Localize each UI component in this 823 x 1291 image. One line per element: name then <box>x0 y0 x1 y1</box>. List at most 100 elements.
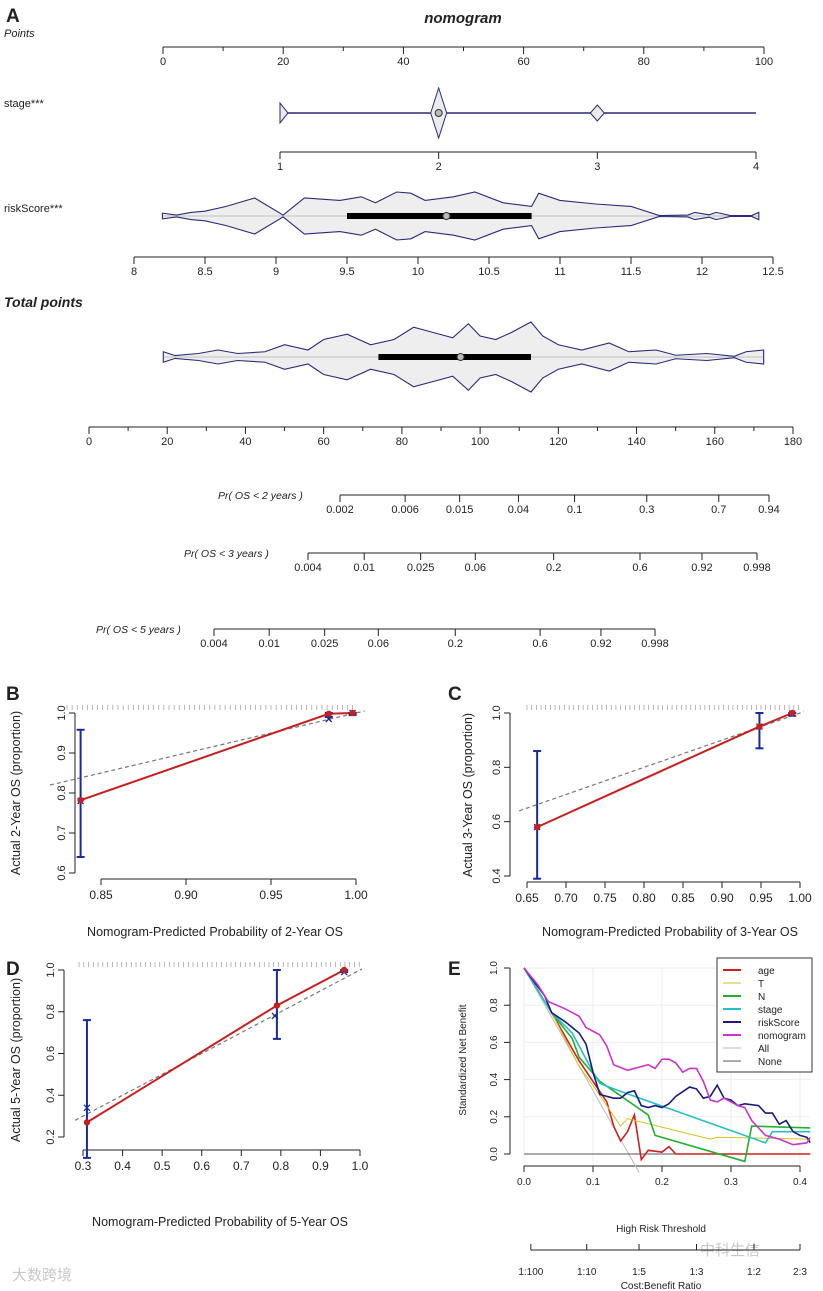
riskscore-label: riskScore*** <box>4 203 63 215</box>
curve-nomogram <box>523 967 811 1146</box>
total-points-axis-tick-label: 180 <box>784 436 802 448</box>
stage-violin <box>279 101 289 125</box>
probability-axis-2-tick-label: 0.998 <box>743 562 771 574</box>
riskscore-axis-tick-label: 12.5 <box>762 266 783 278</box>
legend-label: nomogram <box>758 1031 806 1042</box>
x-tick-label: 0.95 <box>749 891 773 905</box>
x-tick-label: 0.65 <box>515 891 539 905</box>
stage-axis-tick-label: 2 <box>436 161 442 173</box>
x-tick-label: 0.8 <box>273 1159 290 1173</box>
observed-point <box>77 797 84 804</box>
y-tick-label: 0.7 <box>56 825 68 840</box>
observed-point <box>325 710 332 717</box>
y-axis-title: Actual 3-Year OS (proportion) <box>461 713 475 877</box>
probability-axis-2-tick-label: 0.92 <box>691 562 712 574</box>
stage-violin <box>589 104 605 122</box>
calibration-line <box>80 712 353 802</box>
legend-label: All <box>758 1044 769 1055</box>
probability-axis-2-tick-label: 0.06 <box>465 562 486 574</box>
curve-t <box>523 967 811 1140</box>
legend-box <box>716 957 813 1073</box>
y-tick-label: 0.8 <box>489 998 500 1012</box>
probability-axis-3-tick-label: 0.2 <box>448 638 463 650</box>
panel-label-c: C <box>448 684 462 705</box>
total-points-axis-tick-label: 140 <box>627 436 645 448</box>
nomogram-title: nomogram <box>424 10 502 27</box>
observed-point <box>533 823 541 831</box>
x-axis-title: High Risk Threshold <box>616 1224 706 1235</box>
panel-label-b: B <box>6 684 20 705</box>
riskscore-axis-tick-label: 11.5 <box>621 266 642 278</box>
total-points-axis-tick-label: 100 <box>471 436 489 448</box>
probability-axis-1-tick-label: 0.1 <box>567 504 582 516</box>
bias-corrected-marker <box>83 1104 91 1112</box>
panel-label-a: A <box>6 6 20 27</box>
observed-point <box>789 709 796 717</box>
legend-label: N <box>758 992 765 1003</box>
probability-axis-1-tick-label: 0.002 <box>326 504 354 516</box>
observed-point <box>273 1002 281 1009</box>
y-tick-label: 0.6 <box>491 814 503 829</box>
legend-label: stage <box>758 1005 783 1016</box>
x-tick-label: 0.3 <box>724 1177 738 1188</box>
points-axis-tick-label: 20 <box>277 56 289 68</box>
y-tick-label: 0.9 <box>56 745 68 760</box>
probability-axis-1-tick-label: 0.04 <box>508 504 529 516</box>
y-tick-label: 0.0 <box>489 1147 500 1161</box>
x-tick-label: 0.80 <box>632 891 656 905</box>
total-points-axis-tick-label: 20 <box>161 436 173 448</box>
x-tick-label: 0.95 <box>259 888 283 902</box>
cost-benefit-tick-label: 1:2 <box>747 1267 761 1278</box>
cost-benefit-tick-label: 1:5 <box>632 1267 646 1278</box>
cost-benefit-tick-label: 1:100 <box>518 1267 543 1278</box>
total-points-axis-tick-label: 160 <box>706 436 724 448</box>
probability-axis-1-tick-label: 0.7 <box>711 504 726 516</box>
probability-axis-3-tick-label: 0.01 <box>258 638 279 650</box>
y-tick-label: 0.4 <box>491 868 503 883</box>
stage-label: stage*** <box>4 98 44 110</box>
ideal-reference-line <box>519 711 805 812</box>
decision-curves <box>523 967 811 1173</box>
cost-benefit-tick-label: 1:3 <box>690 1267 704 1278</box>
total-points-median-point <box>456 353 465 361</box>
stage-axis-tick-label: 3 <box>594 161 600 173</box>
total-points-axis-tick-label: 0 <box>86 436 92 448</box>
legend-label: T <box>758 979 764 990</box>
legend-label: riskScore <box>758 1018 800 1029</box>
y-tick-label: 0.8 <box>56 785 68 800</box>
observed-point <box>756 723 763 730</box>
points-axis-tick-label: 100 <box>755 56 773 68</box>
cost-benefit-tick-label: 1:10 <box>577 1267 597 1278</box>
x-tick-label: 0.0 <box>517 1177 531 1188</box>
x-tick-label: 0.5 <box>154 1159 171 1173</box>
probability-axis-2-tick-label: 0.025 <box>407 562 435 574</box>
y-tick-label: 0.6 <box>56 865 68 880</box>
x-tick-label: 0.4 <box>793 1177 807 1188</box>
panel-label-e: E <box>448 959 461 980</box>
riskscore-axis-tick-label: 12 <box>696 266 708 278</box>
riskscore-axis-tick-label: 11 <box>554 266 565 278</box>
observed-point <box>349 709 356 717</box>
probability-label: Pr( OS < 5 years ) <box>96 624 181 636</box>
observed-point <box>83 1119 91 1126</box>
y-tick-label: 0.8 <box>45 1004 57 1019</box>
riskscore-axis-tick-label: 8 <box>131 266 137 278</box>
x-tick-label: 0.3 <box>75 1159 92 1173</box>
probability-axis-1-tick-label: 0.94 <box>758 504 779 516</box>
probability-label: Pr( OS < 2 years ) <box>218 490 303 502</box>
probability-axis-1-tick-label: 0.015 <box>446 504 474 516</box>
probability-axis-3-tick-label: 0.004 <box>200 638 228 650</box>
riskscore-axis-tick-label: 10.5 <box>478 266 499 278</box>
calibration-line <box>536 712 793 829</box>
cost-benefit-tick-label: 2:3 <box>793 1267 807 1278</box>
bias-corrected-marker <box>271 1012 279 1020</box>
y-tick-label: 1.0 <box>491 705 503 720</box>
probability-axis-2-tick-label: 0.004 <box>294 562 322 574</box>
bias-corrected-marker <box>325 715 333 723</box>
curve-age <box>523 967 811 1162</box>
points-axis-tick-label: 80 <box>638 56 650 68</box>
x-tick-label: 0.2 <box>655 1177 669 1188</box>
probability-axis-1-tick-label: 0.3 <box>639 504 654 516</box>
